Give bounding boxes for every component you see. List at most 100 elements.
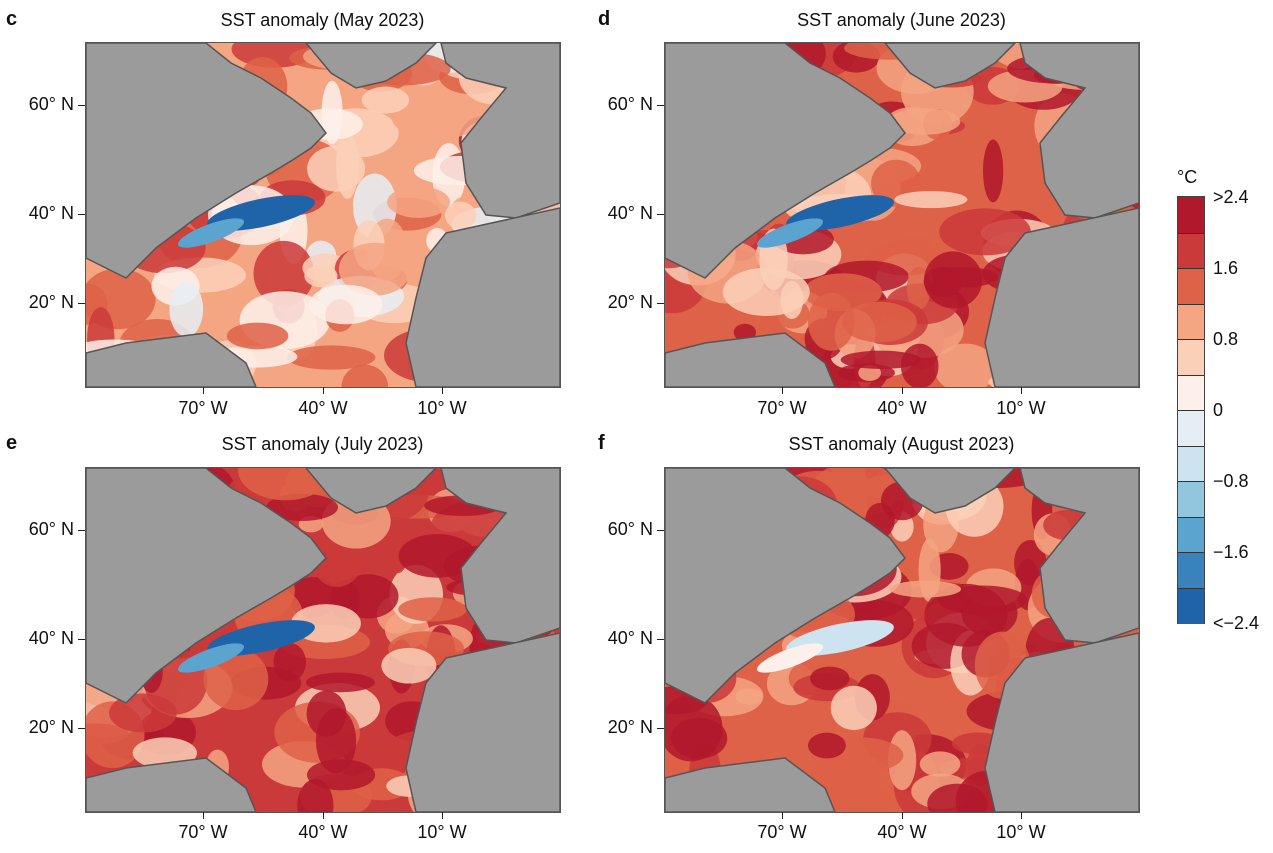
x-tick-mark (902, 812, 903, 819)
colorbar-label: −1.6 (1213, 542, 1249, 562)
y-tick-mark (657, 728, 664, 729)
anomaly-patch (398, 534, 477, 578)
panel-title: SST anomaly (August 2023) (788, 434, 1015, 454)
colorbar-separator (1178, 374, 1204, 376)
gulf-stream-cold-anomaly (756, 218, 824, 248)
anomaly-patch (810, 666, 850, 691)
y-tick-mark (78, 728, 85, 729)
colorbar-segment (1178, 339, 1204, 375)
x-tick-mark (902, 387, 903, 394)
colorbar-separator (1178, 445, 1204, 447)
colorbar-segment (1178, 587, 1204, 624)
colorbar-separator (1178, 232, 1204, 234)
landmass (884, 43, 1017, 89)
y-tick-label: 60° N (607, 519, 653, 539)
colorbar-separator (1178, 303, 1204, 305)
gulf-stream-cold-anomaly (756, 643, 824, 673)
anomaly-patch (444, 201, 477, 230)
anomaly-patch (338, 242, 411, 296)
colorbar-segment (1178, 481, 1204, 517)
landmass (86, 468, 327, 704)
y-tick-label: 40° N (28, 203, 74, 223)
x-tick-mark (203, 387, 204, 394)
colorbar-separator (1178, 516, 1204, 518)
sst-anomaly-map (664, 42, 1140, 388)
anomaly-patch (735, 688, 763, 705)
landmass (984, 207, 1139, 387)
anomaly-patch (1014, 539, 1047, 586)
y-tick-mark (657, 105, 664, 106)
map-canvas (665, 43, 1139, 387)
panel-letter: c (6, 8, 18, 30)
landmass (1019, 468, 1139, 644)
landmass (86, 43, 327, 279)
y-tick-mark (78, 105, 85, 106)
x-tick-mark (323, 812, 324, 819)
landmass (665, 757, 836, 812)
anomaly-patch (671, 717, 728, 759)
colorbar-segment (1178, 445, 1204, 482)
colorbar-segment (1178, 374, 1204, 411)
colorbar-label: 0.8 (1213, 329, 1239, 349)
panel-title: SST anomaly (June 2023) (797, 10, 1006, 30)
anomaly-patch (830, 685, 877, 731)
anomaly-patch (381, 647, 437, 684)
anomaly-patch (226, 322, 289, 350)
anomaly-patch (237, 468, 334, 501)
y-tick-mark (657, 214, 664, 215)
colorbar-segment (1178, 268, 1204, 304)
landmass (405, 207, 560, 387)
anomaly-patch (169, 281, 204, 337)
x-tick-label: 40° W (877, 398, 927, 418)
x-tick-mark (323, 387, 324, 394)
colorbar-separator (1178, 339, 1204, 340)
y-tick-mark (657, 530, 664, 531)
x-tick-mark (1021, 387, 1022, 394)
y-tick-label: 20° N (28, 292, 74, 312)
sst-anomaly-map (85, 42, 561, 388)
x-tick-mark (782, 387, 783, 394)
anomaly-patch (297, 778, 334, 812)
colorbar-separator (1178, 552, 1204, 553)
colorbar-label: 0 (1213, 400, 1224, 420)
colorbar-segment (1178, 552, 1204, 588)
gulf-stream-cold-anomaly (177, 643, 245, 673)
map-canvas (86, 468, 560, 812)
x-tick-mark (203, 812, 204, 819)
landmass (86, 757, 257, 812)
y-tick-label: 60° N (28, 519, 74, 539)
anomaly-patch (840, 350, 922, 370)
anomaly-patch (982, 139, 1004, 203)
landmass (440, 468, 560, 644)
landmass (1019, 43, 1139, 219)
panel-letter: e (6, 432, 18, 454)
gulf-stream-cold-anomaly (177, 218, 245, 248)
x-tick-label: 70° W (757, 398, 807, 418)
colorbar-label: 1.6 (1213, 258, 1239, 278)
panel-letter: d (598, 8, 611, 30)
y-tick-label: 20° N (607, 717, 653, 737)
anomaly-patch (894, 190, 968, 209)
colorbar-separator (1178, 268, 1204, 269)
colorbar-separator (1178, 481, 1204, 482)
x-tick-label: 70° W (757, 822, 807, 842)
y-tick-label: 20° N (28, 717, 74, 737)
colorbar-label: <−2.4 (1213, 613, 1260, 633)
anomaly-patch (305, 672, 375, 693)
sst-anomaly-map (85, 467, 561, 813)
anomaly-patch (919, 751, 961, 777)
landmass (305, 468, 438, 514)
y-tick-mark (78, 303, 85, 304)
y-tick-mark (78, 639, 85, 640)
landmass (405, 632, 560, 812)
x-tick-label: 70° W (178, 398, 228, 418)
anomaly-patch (309, 284, 383, 325)
colorbar-separator (1178, 587, 1204, 589)
anomaly-patch (398, 597, 467, 622)
landmass (665, 43, 906, 279)
landmass (86, 332, 257, 387)
anomaly-patch (722, 267, 810, 317)
colorbar-label: −0.8 (1213, 471, 1249, 491)
y-tick-mark (657, 639, 664, 640)
y-tick-label: 60° N (607, 94, 653, 114)
